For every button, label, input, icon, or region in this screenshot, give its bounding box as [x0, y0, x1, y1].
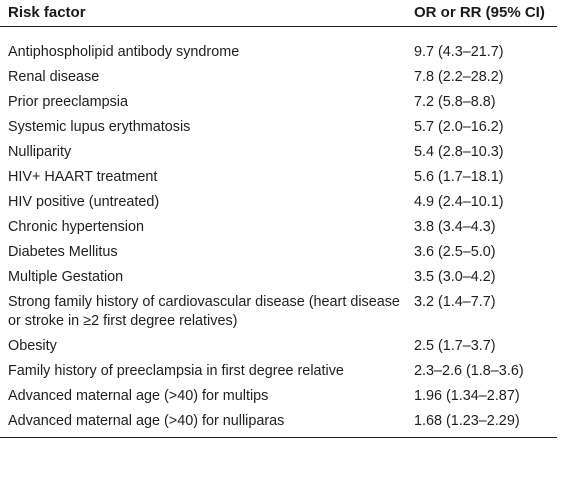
risk-factor-cell: Prior preeclampsia: [8, 93, 128, 110]
table-header-row: Risk factor OR or RR (95% CI): [0, 0, 557, 27]
or-rr-cell: 3.8 (3.4–4.3): [414, 218, 496, 235]
or-rr-cell: 5.7 (2.0–16.2): [414, 118, 504, 135]
or-rr-cell: 7.2 (5.8–8.8): [414, 93, 496, 110]
risk-factor-cell: Diabetes Mellitus: [8, 243, 118, 260]
table-row: Multiple Gestation 3.5 (3.0–4.2): [0, 265, 557, 290]
or-rr-cell: 2.5 (1.7–3.7): [414, 337, 496, 354]
risk-factor-table: Risk factor OR or RR (95% CI) Antiphosph…: [0, 0, 557, 438]
or-rr-cell: 5.6 (1.7–18.1): [414, 168, 504, 185]
risk-factor-cell: Chronic hypertension: [8, 218, 144, 235]
table-row: HIV+ HAART treatment 5.6 (1.7–18.1): [0, 165, 557, 190]
risk-factor-cell: Family history of preeclampsia in first …: [8, 362, 344, 379]
header-risk-factor: Risk factor: [0, 0, 410, 27]
risk-factor-cell: Advanced maternal age (>40) for multips: [8, 387, 269, 404]
or-rr-cell: 2.3–2.6 (1.8–3.6): [414, 362, 524, 379]
table-row: Systemic lupus erythmatosis 5.7 (2.0–16.…: [0, 115, 557, 140]
or-rr-cell: 3.6 (2.5–5.0): [414, 243, 496, 260]
or-rr-cell: 1.96 (1.34–2.87): [414, 387, 520, 404]
risk-factor-cell: Antiphospholipid antibody syndrome: [8, 43, 240, 60]
risk-factor-cell: HIV+ HAART treatment: [8, 168, 158, 185]
table-row: Advanced maternal age (>40) for nullipar…: [0, 408, 557, 438]
table-row: Strong family history of cardiovascular …: [0, 290, 557, 334]
table-row: HIV positive (untreated) 4.9 (2.4–10.1): [0, 190, 557, 215]
or-rr-cell: 4.9 (2.4–10.1): [414, 193, 504, 210]
table-row: Renal disease 7.8 (2.2–28.2): [0, 65, 557, 90]
table-row: Advanced maternal age (>40) for multips …: [0, 384, 557, 409]
or-rr-cell: 5.4 (2.8–10.3): [414, 143, 504, 160]
risk-factor-cell: Obesity: [8, 337, 57, 354]
table-row: Antiphospholipid antibody syndrome 9.7 (…: [0, 26, 557, 65]
table-row: Obesity 2.5 (1.7–3.7): [0, 334, 557, 359]
header-or-rr: OR or RR (95% CI): [410, 0, 557, 27]
risk-factor-cell: Renal disease: [8, 68, 100, 85]
risk-factor-cell: Systemic lupus erythmatosis: [8, 118, 191, 135]
table-row: Family history of preeclampsia in first …: [0, 359, 557, 384]
risk-factor-cell: HIV positive (untreated): [8, 193, 160, 210]
or-rr-cell: 1.68 (1.23–2.29): [410, 408, 557, 438]
table-row: Nulliparity 5.4 (2.8–10.3): [0, 140, 557, 165]
risk-factor-cell: Advanced maternal age (>40) for nullipar…: [0, 408, 410, 438]
or-rr-cell: 3.5 (3.0–4.2): [414, 268, 496, 285]
or-rr-cell: 3.2 (1.4–7.7): [414, 293, 496, 310]
table-row: Chronic hypertension 3.8 (3.4–4.3): [0, 215, 557, 240]
or-rr-cell: 7.8 (2.2–28.2): [414, 68, 504, 85]
table-row: Diabetes Mellitus 3.6 (2.5–5.0): [0, 240, 557, 265]
or-rr-cell: 9.7 (4.3–21.7): [414, 43, 504, 60]
risk-factor-cell: Multiple Gestation: [8, 268, 124, 285]
risk-factor-cell: Strong family history of cardiovascular …: [8, 293, 400, 329]
risk-factor-cell: Nulliparity: [8, 143, 72, 160]
table-row: Prior preeclampsia 7.2 (5.8–8.8): [0, 90, 557, 115]
